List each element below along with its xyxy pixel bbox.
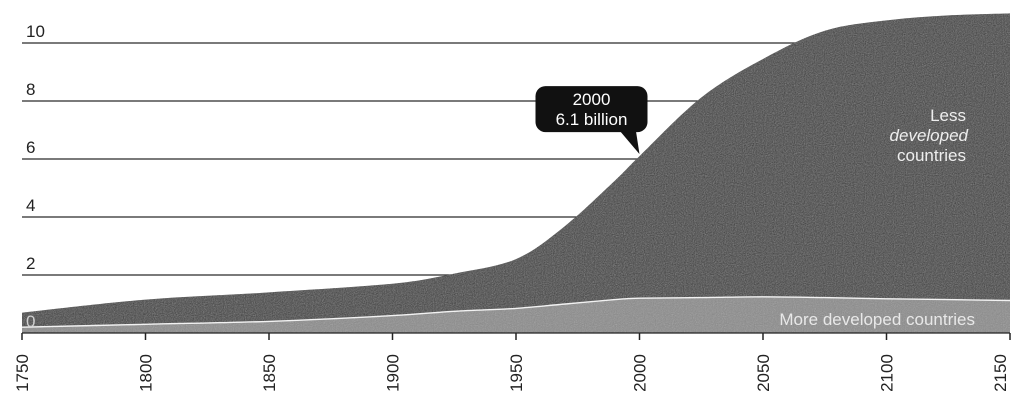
y-tick-label-2: 2 xyxy=(26,254,35,273)
x-tick-label-2000: 2000 xyxy=(631,354,650,392)
more-developed-area xyxy=(22,296,1010,333)
area-series xyxy=(21,13,1011,334)
callout-value-label: 6.1 billion xyxy=(556,110,628,129)
less-developed-label-line1: Less xyxy=(930,106,966,125)
x-tick-label-1750: 1750 xyxy=(13,354,32,392)
callout-pointer xyxy=(617,128,640,155)
more-developed-boundary-line xyxy=(21,296,1011,328)
y-tick-label-0: 0 xyxy=(26,312,35,331)
x-tick-label-2100: 2100 xyxy=(878,354,897,392)
callout-box xyxy=(535,86,648,133)
x-tick-label-1800: 1800 xyxy=(137,354,156,392)
x-tick-label-2050: 2050 xyxy=(754,354,773,392)
y-tick-label-4: 4 xyxy=(26,196,35,215)
more-developed-label: More developed countries xyxy=(779,310,975,329)
x-tick-label-1950: 1950 xyxy=(507,354,526,392)
less-developed-area xyxy=(22,13,1010,334)
less-developed-label-line2: developed xyxy=(890,126,969,145)
x-tick-label-2150: 2150 xyxy=(991,354,1010,392)
less-developed-label-line3: countries xyxy=(897,146,966,165)
x-tick-label-1900: 1900 xyxy=(384,354,403,392)
x-tick-label-1850: 1850 xyxy=(260,354,279,392)
axis-ticks: 0 2 4 6 8 10 1750 1800 1850 1900 1950 2000 2050 2100 2… xyxy=(13,22,1011,392)
callout-year-label: 2000 xyxy=(573,90,611,109)
y-tick-label-8: 8 xyxy=(26,80,35,99)
y-tick-label-6: 6 xyxy=(26,138,35,157)
callout-2000: 2000 6.1 billion xyxy=(535,86,648,155)
y-tick-label-10: 10 xyxy=(26,22,45,41)
